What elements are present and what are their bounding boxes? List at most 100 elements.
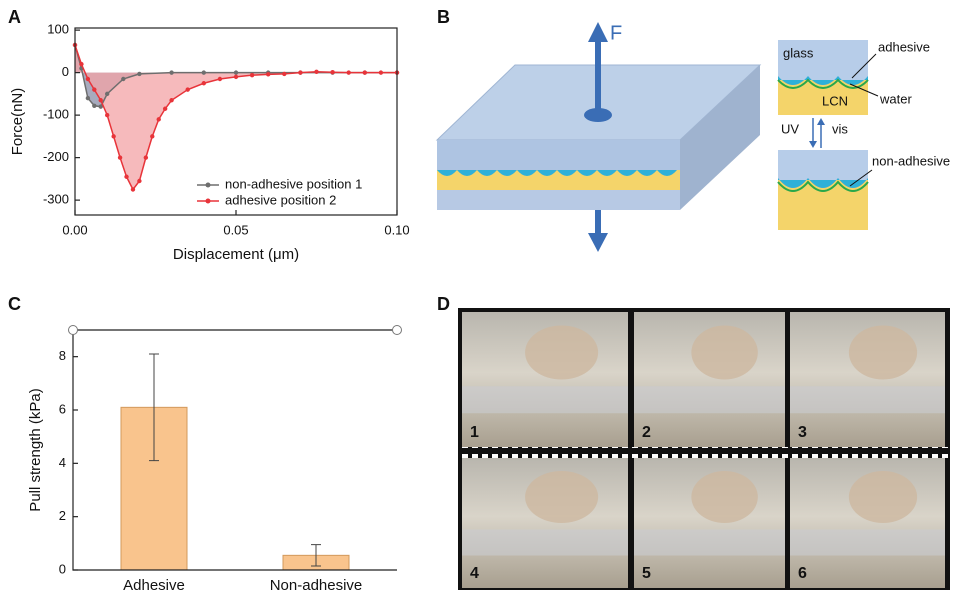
point	[314, 70, 318, 74]
y-tick-label: 0	[62, 64, 69, 79]
photo-number: 5	[642, 565, 651, 582]
point	[86, 77, 90, 81]
point	[137, 179, 141, 183]
force-arrowhead	[588, 233, 608, 252]
photo-water	[790, 530, 945, 556]
point	[202, 81, 206, 85]
photo-hand	[849, 471, 917, 523]
force-arrowhead	[588, 22, 608, 42]
point	[186, 87, 190, 91]
point	[137, 72, 141, 76]
diagram-label: vis	[832, 121, 848, 136]
diagram-label: glass	[783, 45, 814, 60]
photo-number: 1	[470, 424, 479, 441]
point	[234, 70, 238, 74]
point	[250, 73, 254, 77]
legend-label: non-adhesive position 1	[225, 176, 362, 191]
point	[111, 134, 115, 138]
point	[298, 70, 302, 74]
photo-water	[634, 386, 785, 413]
axis-end	[69, 326, 78, 335]
y-tick-label: 0	[59, 561, 66, 576]
x-axis-label: Displacement (μm)	[173, 246, 299, 263]
point	[86, 96, 90, 100]
point	[234, 75, 238, 79]
photo-number: 3	[798, 424, 807, 441]
figure: A B C D F glass adhesive LCN water UV vi…	[0, 0, 960, 590]
diagram: F glass adhesive LCN water UV vis non-ad…	[437, 22, 950, 252]
point	[131, 187, 135, 191]
photo-number: 2	[642, 424, 651, 441]
photo-hand	[691, 471, 757, 523]
panel-letter: D	[437, 294, 450, 314]
point	[163, 107, 167, 111]
vis-arrowhead	[817, 118, 825, 125]
photo-hand	[849, 326, 917, 380]
point	[99, 98, 103, 102]
point	[92, 104, 96, 108]
y-tick-label: 6	[59, 401, 66, 416]
panel-letter: C	[8, 294, 21, 314]
photo-water	[790, 386, 945, 413]
x-tick-label: Adhesive	[123, 577, 185, 590]
photo-hand	[525, 326, 598, 380]
y-tick-label: -200	[43, 149, 69, 164]
point	[169, 70, 173, 74]
y-axis-label: Force(nN)	[9, 88, 26, 156]
photo-water	[462, 530, 628, 556]
x-tick-label: 0.05	[223, 222, 248, 237]
point	[124, 175, 128, 179]
point	[266, 72, 270, 76]
legend-marker	[206, 183, 211, 188]
point	[105, 92, 109, 96]
slab-bottom	[437, 190, 680, 210]
photo-water	[462, 386, 628, 413]
point	[79, 62, 83, 66]
y-tick-label: 8	[59, 348, 66, 363]
legend-label: adhesive position 2	[225, 192, 336, 207]
point	[105, 113, 109, 117]
point	[144, 155, 148, 159]
panel-letter: A	[8, 7, 21, 27]
y-tick-label: 100	[47, 22, 69, 37]
point	[379, 70, 383, 74]
y-axis-label: Pull strength (kPa)	[27, 388, 44, 511]
slab-glass	[437, 140, 680, 170]
y-tick-label: -100	[43, 107, 69, 122]
x-tick-label: 0.00	[62, 222, 87, 237]
photo-number: 4	[470, 565, 479, 582]
photo-hand	[691, 326, 757, 380]
film-perforation	[458, 447, 950, 458]
diagram-label: LCN	[822, 93, 848, 108]
photo-number: 6	[798, 565, 807, 582]
point	[118, 155, 122, 159]
inset-glass	[778, 150, 868, 180]
diagram-label: UV	[781, 121, 799, 136]
y-tick-label: -300	[43, 192, 69, 207]
legend-marker	[206, 199, 211, 204]
point	[218, 77, 222, 81]
point	[347, 70, 351, 74]
y-tick-label: 4	[59, 455, 66, 470]
photo-water	[634, 530, 785, 556]
axis-end	[393, 326, 402, 335]
x-tick-label: 0.10	[384, 222, 409, 237]
diagram-label: adhesive	[878, 39, 930, 54]
panel-letter: B	[437, 7, 450, 27]
diagram-label: water	[879, 91, 912, 106]
point	[282, 72, 286, 76]
point	[92, 87, 96, 91]
point	[150, 134, 154, 138]
uv-arrowhead	[809, 141, 817, 148]
x-tick-label: Non-adhesive	[270, 577, 363, 590]
point	[121, 77, 125, 81]
point	[169, 98, 173, 102]
point	[363, 70, 367, 74]
photo-hand	[525, 471, 598, 523]
point	[202, 70, 206, 74]
point	[330, 70, 334, 74]
point	[157, 117, 161, 121]
diagram-label: non-adhesive	[872, 153, 950, 168]
force-label: F	[610, 22, 622, 44]
y-tick-label: 2	[59, 508, 66, 523]
